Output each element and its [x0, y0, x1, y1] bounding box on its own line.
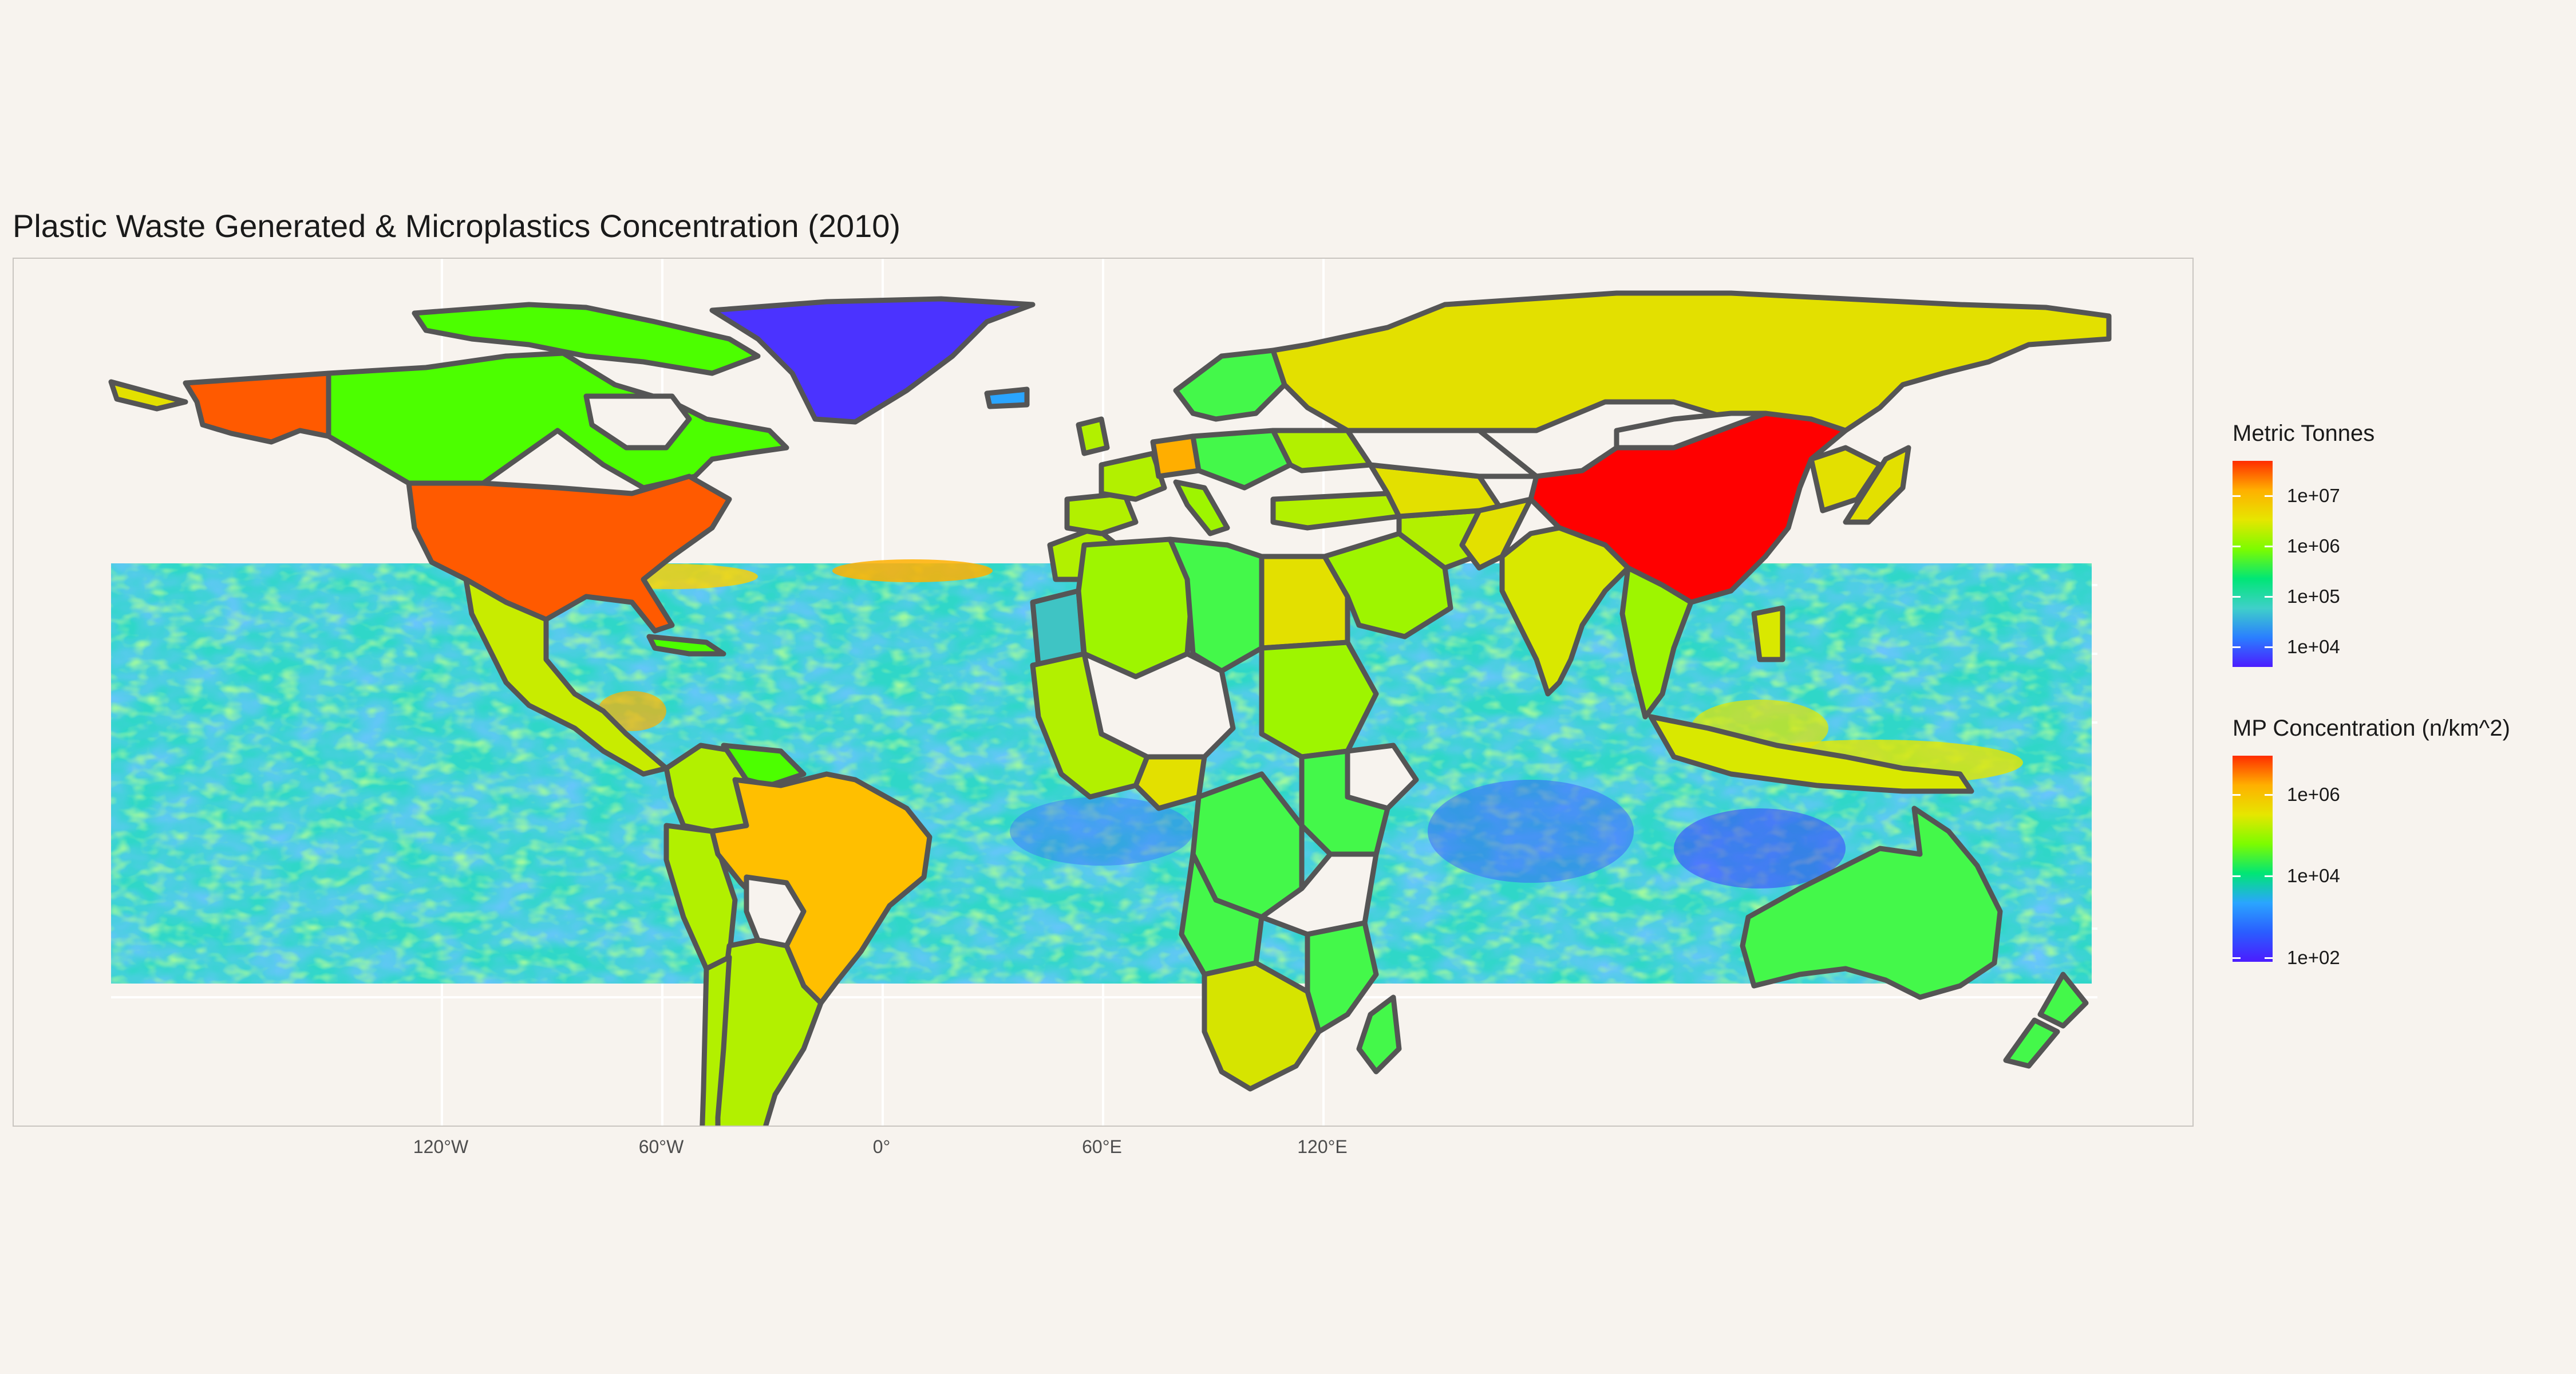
country-mexico — [463, 577, 669, 777]
country-venezuela — [721, 743, 807, 788]
country-alaska — [183, 370, 331, 445]
legend-tick-label: 1e+06 — [2287, 535, 2340, 557]
legend-tick-mark — [2233, 793, 2241, 796]
legend-tick-mark — [2233, 546, 2241, 548]
x-tick-label: 120°W — [413, 1136, 469, 1157]
country-greenland — [709, 296, 1036, 425]
legend-tick-mark — [2265, 646, 2273, 648]
country-turkey — [1270, 491, 1402, 531]
country-ukraine — [1270, 428, 1373, 473]
legend-tick-mark — [2265, 546, 2273, 548]
country-egypt — [1259, 554, 1350, 651]
iceland — [984, 386, 1030, 409]
legend-tick-mark — [2233, 646, 2241, 648]
country-mozambique — [1305, 920, 1379, 1035]
legend-tick-label: 1e+04 — [2287, 865, 2340, 887]
chart-title: Plastic Waste Generated & Microplastics … — [13, 208, 901, 244]
legend-tick-label: 1e+04 — [2287, 635, 2340, 657]
legend-tick-mark — [2233, 957, 2241, 959]
raster-hotspot — [832, 559, 993, 582]
country-central-europe — [1190, 428, 1293, 491]
legend-tick-mark — [2233, 875, 2241, 878]
country-west-africa — [1030, 651, 1150, 800]
country-pakistan — [1459, 496, 1534, 571]
country-india — [1499, 525, 1631, 697]
legend-tick-mark — [2265, 596, 2273, 598]
country-mongolia — [1614, 410, 1768, 451]
country-philippines — [1751, 605, 1785, 662]
country-france — [1099, 451, 1167, 502]
legend-tonnes-colorbar — [2233, 461, 2273, 667]
world-map — [108, 259, 2112, 1126]
canada-islands — [412, 302, 761, 376]
raster-coldspot — [1010, 797, 1193, 866]
x-tick-label: 60°E — [1082, 1136, 1122, 1157]
x-tick-label: 120°E — [1297, 1136, 1348, 1157]
raster-coldspot — [1674, 808, 1846, 889]
legend-mp-colorbar — [2233, 756, 2273, 962]
country-chile — [700, 954, 732, 1126]
country-se-asia — [1619, 565, 1694, 720]
legend-tick-mark — [2233, 596, 2241, 598]
country-brazil — [709, 771, 933, 1006]
map-panel — [13, 258, 2194, 1127]
country-kenya — [1299, 748, 1390, 857]
country-japan — [1843, 445, 1911, 525]
legend-tick-mark — [2265, 957, 2273, 959]
country-south-africa — [1202, 960, 1322, 1092]
country-russia — [1270, 290, 2112, 433]
x-tick-label: 0° — [872, 1136, 891, 1157]
legend-tick-label: 1e+07 — [2287, 485, 2340, 507]
legend-tick-label: 1e+02 — [2287, 946, 2340, 968]
legend-tick-mark — [2265, 875, 2273, 878]
legend-tick-mark — [2233, 495, 2241, 498]
country-new-zealand-south — [2003, 1017, 2060, 1069]
country-australia — [1740, 806, 2003, 1000]
country-madagascar — [1356, 994, 1402, 1075]
raster-coldspot — [1428, 780, 1634, 883]
legend-mp-title: MP Concentration (n/km^2) — [2233, 716, 2510, 741]
country-indonesia — [1648, 714, 1974, 794]
country-italy — [1173, 479, 1230, 536]
hudson-bay — [583, 393, 692, 451]
legend-tick-label: 1e+05 — [2287, 586, 2340, 607]
x-tick-label: 60°W — [638, 1136, 684, 1157]
country-cuba — [646, 634, 726, 657]
country-libya — [1167, 536, 1265, 674]
country-uk — [1076, 416, 1110, 456]
country-alaska-islands — [108, 379, 188, 412]
legend-tick-mark — [2265, 495, 2273, 498]
legend-tick-mark — [2265, 793, 2273, 796]
country-scandinavia — [1173, 348, 1287, 422]
country-new-zealand — [2037, 972, 2089, 1029]
country-polygons — [108, 290, 2112, 1126]
legend-tick-label: 1e+06 — [2287, 783, 2340, 805]
legend-tonnes-title: Metric Tonnes — [2233, 421, 2375, 446]
